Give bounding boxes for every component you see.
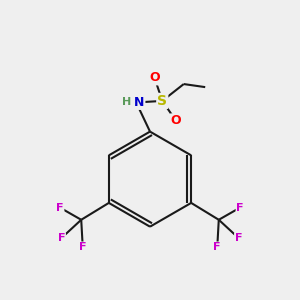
Text: F: F [236, 202, 244, 212]
Text: F: F [56, 202, 64, 212]
Text: H: H [122, 98, 131, 107]
Text: F: F [235, 233, 242, 243]
Text: N: N [134, 96, 145, 109]
Text: S: S [157, 94, 167, 108]
Text: F: F [58, 233, 65, 243]
Text: F: F [214, 242, 221, 252]
Text: O: O [149, 71, 160, 84]
Text: F: F [79, 242, 86, 252]
Text: O: O [171, 114, 182, 128]
